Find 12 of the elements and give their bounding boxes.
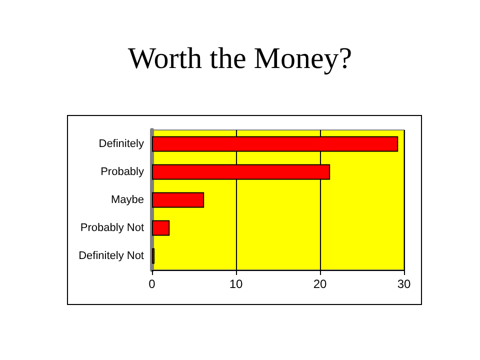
x-tick-label: 10 — [229, 277, 243, 291]
x-tick-label: 20 — [313, 277, 327, 291]
bar — [152, 192, 204, 208]
x-tick-label: 30 — [397, 277, 411, 291]
chart-title: Worth the Money? — [126, 42, 354, 76]
y-tick-label: Definitely Not — [78, 250, 144, 262]
bar — [152, 220, 170, 236]
x-tick-label: 0 — [148, 277, 156, 291]
y-tick-label: Probably Not — [80, 222, 144, 234]
y-tick-label: Maybe — [110, 194, 144, 206]
y-tick-label: Definitely — [98, 138, 144, 150]
y-tick-label: Probably — [100, 166, 144, 178]
